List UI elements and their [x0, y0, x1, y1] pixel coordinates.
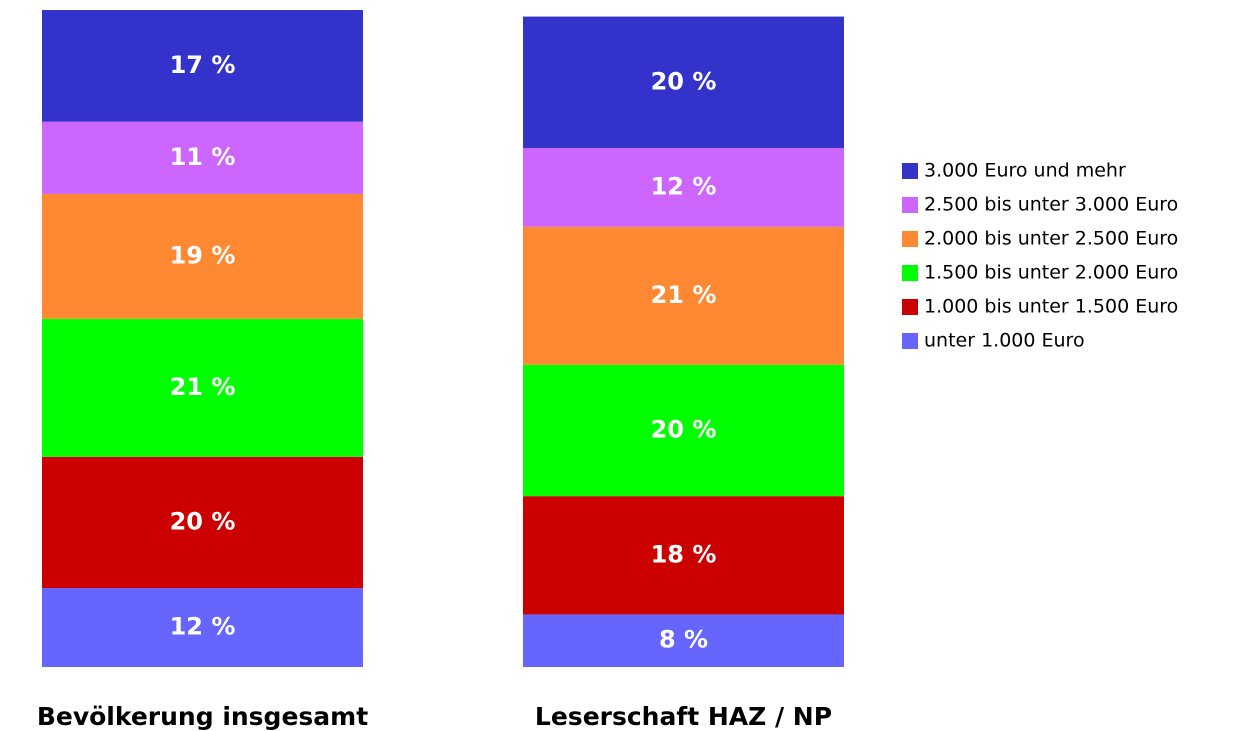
legend-swatch	[902, 197, 918, 213]
value-label: 20 %	[170, 507, 236, 535]
bar-segment	[523, 226, 844, 365]
legend-label: 1.500 bis unter 2.000 Euro	[924, 262, 1178, 284]
bar-segment	[42, 121, 363, 194]
bar-segment	[42, 318, 363, 457]
value-label: 21 %	[651, 281, 717, 309]
legend-swatch	[902, 299, 918, 315]
value-label: 19 %	[170, 241, 236, 269]
bar-segment	[42, 193, 363, 319]
value-label: 20 %	[651, 415, 717, 443]
bar-segment	[523, 496, 844, 615]
bar-segment	[42, 588, 363, 667]
bar-segment	[42, 10, 363, 122]
value-label: 11 %	[170, 143, 236, 171]
value-label: 21 %	[170, 373, 236, 401]
value-label: 12 %	[170, 613, 236, 641]
legend-swatch	[902, 265, 918, 281]
bar-segment	[42, 456, 363, 589]
value-label: 12 %	[651, 172, 717, 200]
legend-label: 2.000 bis unter 2.500 Euro	[924, 228, 1178, 250]
legend-swatch	[902, 231, 918, 247]
legend-label: 1.000 bis unter 1.500 Euro	[924, 296, 1178, 318]
category-label: Leserschaft HAZ / NP	[535, 702, 832, 731]
value-label: 17 %	[170, 51, 236, 79]
value-label: 8 %	[659, 626, 708, 654]
legend-label: unter 1.000 Euro	[924, 330, 1085, 352]
value-label: 18 %	[651, 540, 717, 568]
value-label: 20 %	[651, 67, 717, 95]
bar-segment	[523, 614, 844, 667]
bar-segment	[523, 364, 844, 497]
legend-label: 2.500 bis unter 3.000 Euro	[924, 194, 1178, 216]
bar-segment	[523, 147, 844, 227]
category-label: Bevölkerung insgesamt	[37, 702, 368, 731]
legend-swatch	[902, 333, 918, 349]
bar-segment	[523, 16, 844, 148]
legend-swatch	[902, 163, 918, 179]
legend-label: 3.000 Euro und mehr	[924, 160, 1126, 182]
